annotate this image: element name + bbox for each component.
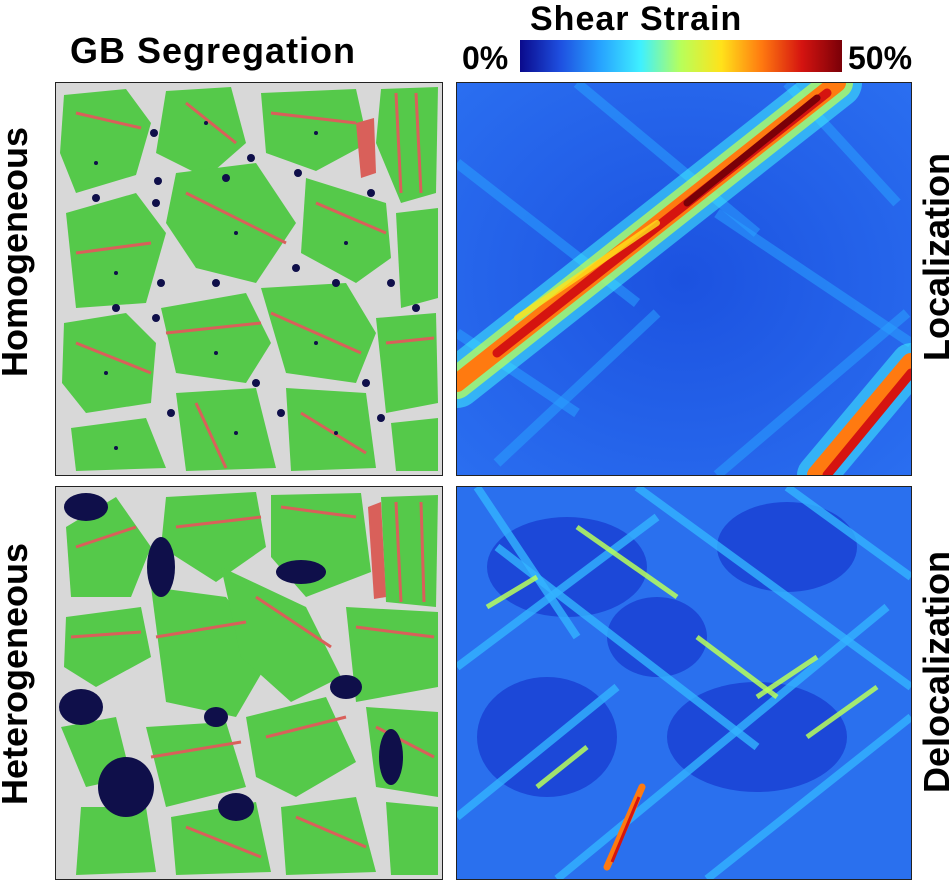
- heterogeneous-strain-panel: [456, 486, 912, 880]
- side-label-delocalization: Delocalization: [916, 550, 949, 794]
- delocalized-strain-map: [457, 487, 911, 879]
- homogeneous-segregation-panel: [55, 82, 443, 476]
- main-shear-band: [457, 83, 911, 475]
- grains: [60, 87, 438, 471]
- localized-strain-map: [457, 83, 911, 475]
- colorbar: [520, 40, 842, 72]
- heterogeneous-segregation-panel: [55, 486, 443, 880]
- solute-clusters: [59, 493, 403, 821]
- row-label-homogeneous: Homogeneous: [0, 127, 35, 378]
- row-label-heterogeneous: Heterogeneous: [0, 542, 35, 806]
- low-strain-regions: [477, 502, 857, 797]
- colorbar-min-label: 0%: [462, 40, 509, 76]
- distributed-shear-bands: [457, 487, 911, 879]
- solute-atoms: [92, 121, 420, 450]
- colorbar-max-label: 50%: [848, 40, 913, 76]
- moderate-strain-bands: [485, 524, 879, 789]
- grains: [61, 492, 438, 875]
- twin-boundaries: [70, 501, 435, 859]
- shear-strain-title: Shear Strain: [530, 0, 743, 38]
- heterogeneous-segregation-map: [56, 487, 442, 879]
- side-label-localization: Localization: [916, 152, 949, 362]
- homogeneous-strain-panel: [456, 82, 912, 476]
- gb-segregation-title: GB Segregation: [70, 30, 357, 71]
- twin-boundaries: [75, 92, 435, 469]
- homogeneous-segregation-map: [56, 83, 442, 475]
